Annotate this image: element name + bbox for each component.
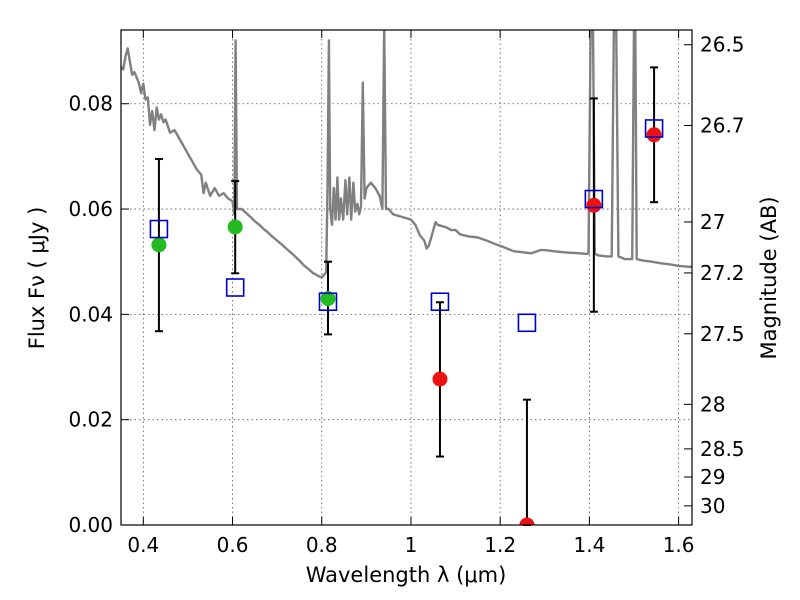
x-axis-label: Wavelength λ (μm) [306,563,507,587]
x-tick-label: 0.8 [306,533,338,557]
plot-frame [120,29,693,526]
y2-tick-label: 30 [700,494,725,518]
model-spectrum-line [121,30,692,279]
x-tick-label: 1 [405,533,418,557]
x-tick-label: 0.4 [127,533,159,557]
y-tick-label: 0.00 [68,513,113,537]
model-photometry-square [517,313,537,333]
y-tick-label: 0.04 [68,302,113,326]
measured-flux-point [586,197,602,213]
x-tick-label: 1.6 [663,533,695,557]
x-tick-label: 1.2 [484,533,516,557]
y2-tick-label: 28.5 [700,437,745,461]
measured-flux-point [432,371,448,387]
y2-tick-label: 29 [700,465,725,489]
y2-tick-label: 27 [700,210,725,234]
x-tick-label: 1.4 [573,533,605,557]
model-photometry-square [644,119,664,138]
model-photometry-square [318,292,338,312]
x-tick-label: 0.6 [217,533,249,557]
y2-tick-label: 26.7 [700,114,745,138]
axis-ticks [121,30,692,526]
model-photometry-square [149,219,169,239]
y-tick-label: 0.02 [68,408,113,432]
measured-flux-point [519,517,535,525]
y2-tick-label: 27.2 [700,261,745,285]
y2-tick-label: 26.5 [700,33,745,57]
measured-flux-point [320,291,336,307]
model-photometry-points [149,119,664,333]
model-spectrum-layer [121,30,692,279]
y2-tick-label: 28 [700,392,725,416]
y-axis-label: Flux Fν ( μJy ) [25,207,49,350]
model-photometry-square [225,278,245,297]
y2-axis-label: Magnitude (AB) [757,196,781,359]
y-tick-label: 0.08 [68,92,113,116]
y-tick-label: 0.06 [68,197,113,221]
axis-tick-labels: 0.4 0.6 0.8 1 1.2 1.4 1.6 0.00 0.02 0.04 0.06 0.08 2… [68,33,744,557]
grid [121,30,692,526]
measured-flux-point [151,237,167,253]
y2-tick-label: 27.5 [700,322,745,346]
model-photometry-square [430,292,450,312]
model-photometry-square [584,189,604,209]
measured-flux-point [646,127,662,143]
data-points [151,127,662,525]
measured-flux-point [227,219,243,235]
